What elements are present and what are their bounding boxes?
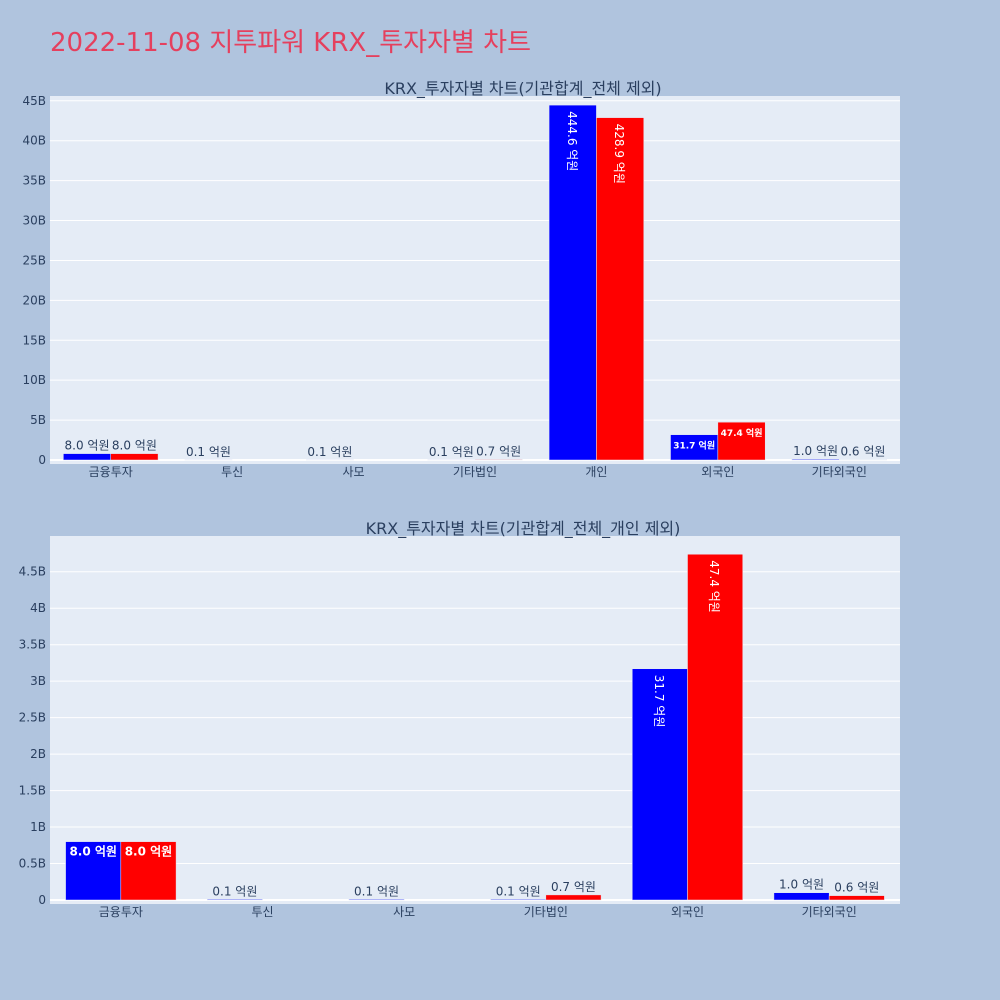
y-tick-label: 4B <box>30 601 46 615</box>
data-label: 0.7 억원 <box>551 880 596 894</box>
y-tick-label: 0 <box>38 453 46 467</box>
y-tick-label: 5B <box>30 413 46 427</box>
bar <box>687 553 743 901</box>
x-tick-label: 사모 <box>393 905 415 919</box>
x-tick-label: 기타법인 <box>453 465 497 479</box>
bar <box>670 434 719 461</box>
y-tick-label: 20B <box>22 293 46 307</box>
chart-title: KRX_투자자별 차트(기관합계_전체 제외) <box>384 79 661 99</box>
data-label: 444.6 억원 <box>565 111 579 171</box>
data-label: 8.0 억원 <box>65 439 110 453</box>
x-tick-label: 외국인 <box>671 905 704 919</box>
y-tick-label: 40B <box>22 134 46 148</box>
data-label: 8.0 억원 <box>112 439 157 453</box>
data-label: 1.0 억원 <box>779 878 824 892</box>
data-label: 0.1 억원 <box>496 884 541 898</box>
y-tick-label: 10B <box>22 373 46 387</box>
y-tick-label: 25B <box>22 253 46 267</box>
x-tick-label: 기타법인 <box>524 905 568 919</box>
bar <box>474 459 523 461</box>
bar <box>596 117 645 461</box>
data-label: 0.6 억원 <box>834 881 879 895</box>
bar <box>120 841 177 901</box>
data-label: 47.4 억원 <box>707 560 721 613</box>
x-tick-label: 투신 <box>251 905 273 919</box>
data-label: 8.0 억원 <box>69 845 117 859</box>
plot-area <box>50 96 900 464</box>
data-label: 0.1 억원 <box>307 445 352 459</box>
y-tick-label: 1B <box>30 820 46 834</box>
bar <box>632 668 688 901</box>
page-title: 2022-11-08 지투파워 KRX_투자자별 차트 <box>50 28 532 58</box>
bar <box>490 899 547 901</box>
y-tick-label: 45B <box>22 94 46 108</box>
data-label: 428.9 억원 <box>612 124 626 184</box>
data-label: 0.1 억원 <box>186 445 231 459</box>
x-tick-label: 금융투자 <box>89 465 133 479</box>
x-tick-label: 기타외국인 <box>812 465 867 479</box>
bar <box>773 892 830 901</box>
y-tick-label: 3.5B <box>19 638 46 652</box>
bar <box>207 899 263 901</box>
y-tick-label: 4.5B <box>19 565 46 579</box>
bar <box>63 453 111 461</box>
bar <box>65 841 122 901</box>
y-tick-label: 2B <box>30 747 46 761</box>
y-tick-label: 2.5B <box>19 711 46 725</box>
y-tick-label: 35B <box>22 174 46 188</box>
x-tick-label: 투신 <box>221 465 243 479</box>
bar <box>548 104 597 461</box>
data-label: 0.7 억원 <box>476 444 521 458</box>
bar <box>828 895 885 901</box>
data-label: 1.0 억원 <box>793 444 838 458</box>
bar <box>791 458 840 461</box>
data-label: 0.1 억원 <box>354 884 399 898</box>
x-tick-label: 금융투자 <box>99 905 143 919</box>
y-tick-label: 15B <box>22 333 46 347</box>
chart-1: 0 5B 10B 15B 20B 25B 30B 35B 40B 45B KRX_투자자별 차트(기… <box>22 79 900 479</box>
x-tick-label: 사모 <box>343 465 365 479</box>
chart-2: 0 0.5B 1B 1.5B 2B 2.5B 3B 3.5B 4B 4.5B KRX_투자자별 차트… <box>19 519 900 919</box>
data-label: 0.1 억원 <box>212 884 257 898</box>
y-tick-label: 30B <box>22 214 46 228</box>
bar <box>717 421 766 461</box>
x-tick-label: 외국인 <box>701 465 734 479</box>
data-label: 31.7 억원 <box>673 440 715 452</box>
y-tick-label: 0 <box>38 893 46 907</box>
data-label: 31.7 억원 <box>652 675 666 728</box>
bar <box>545 894 602 901</box>
x-tick-label: 기타외국인 <box>802 905 857 919</box>
y-tick-label: 1.5B <box>19 784 46 798</box>
bar <box>348 899 405 901</box>
data-label: 0.1 억원 <box>429 445 474 459</box>
plot-area <box>50 536 900 904</box>
y-tick-label: 3B <box>30 674 46 688</box>
data-label: 0.6 억원 <box>840 445 885 459</box>
data-label: 8.0 억원 <box>125 845 173 859</box>
chart-title: KRX_투자자별 차트(기관합계_전체_개인 제외) <box>366 519 681 539</box>
x-tick-label: 개인 <box>585 465 607 479</box>
bar <box>110 453 159 461</box>
data-label: 47.4 억원 <box>721 427 763 439</box>
y-tick-label: 0.5B <box>19 857 46 871</box>
